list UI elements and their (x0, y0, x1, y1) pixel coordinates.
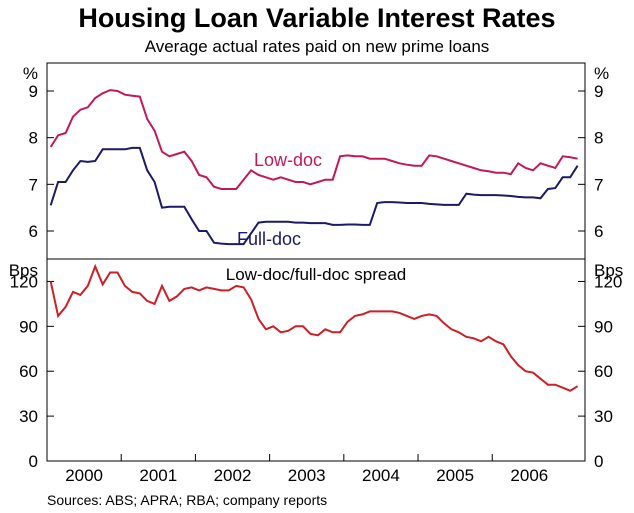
x-tick-label: 2005 (436, 466, 474, 485)
bottom-axis-tick-label-left: 60 (19, 362, 38, 381)
x-tick-label: 2006 (510, 466, 548, 485)
x-tick-label: 2004 (362, 466, 400, 485)
top-axis-tick-label-right: 9 (594, 82, 603, 101)
x-tick-label: 2002 (214, 466, 252, 485)
x-tick-label: 2003 (288, 466, 326, 485)
top-unit-right: % (594, 64, 609, 83)
x-axis-ticks: 2000 2001 2002 2003 2004 2005 2006 (46, 454, 548, 485)
top-axis-tick-label-left: 6 (29, 222, 38, 241)
chart-title: Housing Loan Variable Interest Rates (78, 3, 555, 33)
spread-panel-title: Low-doc/full-doc spread (226, 265, 406, 284)
top-axis-tick-label-left: 8 (29, 129, 38, 148)
low-doc-line (49, 89, 578, 190)
source-note: Sources: ABS; APRA; RBA; company reports (47, 492, 327, 508)
bottom-panel-frame (46, 258, 586, 462)
spread-line (49, 263, 579, 392)
top-axis-tick-label-left: 9 (29, 82, 38, 101)
low-doc-series-label: Low-doc (254, 150, 322, 170)
bottom-unit-right: Bps (594, 261, 623, 280)
bottom-axis-tick-label-right: 60 (594, 362, 613, 381)
top-axis-tick-label-right: 6 (594, 222, 603, 241)
bottom-axis-tick-label-left: 30 (19, 407, 38, 426)
bottom-axis-tick-label-right: 0 (594, 452, 603, 471)
x-tick-label: 2000 (65, 466, 103, 485)
bottom-axis-tick-label-left: 120 (10, 272, 38, 291)
x-tick-label: 2001 (139, 466, 177, 485)
top-axis-ticks: 6 6 7 7 8 8 9 9 (29, 82, 604, 241)
bottom-axis-tick-label-right: 120 (594, 272, 622, 291)
top-axis-tick-label-left: 7 (29, 175, 38, 194)
full-doc-series-label: Full-doc (237, 229, 301, 249)
chart-subtitle: Average actual rates paid on new prime l… (145, 37, 490, 56)
top-axis-tick-label-right: 8 (594, 129, 603, 148)
full-doc-line (49, 146, 579, 246)
bottom-axis-tick-label-left: 90 (19, 317, 38, 336)
bottom-axis-ticks: 0 0 30 30 60 60 90 90 120 120 (10, 272, 623, 471)
bottom-axis-tick-label-right: 30 (594, 407, 613, 426)
top-unit-left: % (23, 64, 38, 83)
bottom-unit-left: Bps (9, 261, 38, 280)
top-axis-tick-label-right: 7 (594, 175, 603, 194)
bottom-axis-tick-label-left: 0 (29, 452, 38, 471)
bottom-axis-tick-label-right: 90 (594, 317, 613, 336)
